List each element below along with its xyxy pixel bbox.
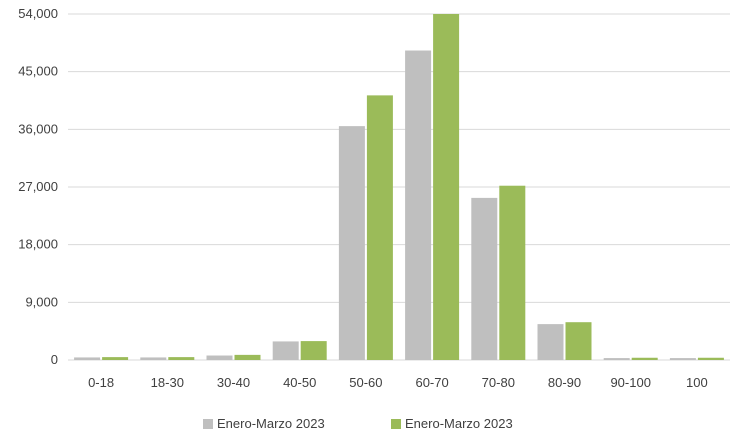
x-tick-label: 50-60 (349, 375, 382, 390)
x-tick-label: 0-18 (88, 375, 114, 390)
legend: Enero-Marzo 2023 Enero-Marzo 2023 (203, 416, 513, 431)
x-tick-label: 30-40 (217, 375, 250, 390)
bar-2-50-60 (366, 95, 393, 360)
bar-1-70-80 (471, 197, 498, 360)
bar-2-90-100 (631, 357, 658, 360)
y-tick-label: 0 (51, 352, 58, 367)
bar-2-100 (697, 357, 724, 360)
gridlines (68, 13, 730, 361)
legend-swatch-2 (391, 419, 401, 429)
x-tick-label: 100 (686, 375, 708, 390)
bars (74, 14, 724, 361)
y-axis-ticks: 0 9,000 18,000 27,000 36,000 45,000 54,000 (18, 6, 58, 367)
y-tick-label: 45,000 (18, 64, 58, 79)
bar-2-70-80 (499, 185, 526, 360)
x-tick-label: 18-30 (151, 375, 184, 390)
bar-2-18-30 (168, 357, 195, 360)
legend-label-1: Enero-Marzo 2023 (217, 416, 325, 431)
y-tick-label: 27,000 (18, 179, 58, 194)
bar-1-0-18 (74, 357, 101, 360)
legend-swatch-1 (203, 419, 213, 429)
x-tick-label: 90-100 (610, 375, 650, 390)
bar-1-50-60 (338, 126, 365, 360)
bar-2-60-70 (433, 14, 460, 360)
bar-2-0-18 (102, 357, 129, 360)
bar-2-80-90 (565, 322, 592, 360)
x-tick-label: 70-80 (482, 375, 515, 390)
y-tick-label: 9,000 (25, 294, 58, 309)
bar-1-30-40 (206, 355, 233, 360)
bar-1-40-50 (272, 341, 299, 360)
bar-1-100 (669, 358, 696, 360)
bar-1-80-90 (537, 324, 564, 360)
legend-label-2: Enero-Marzo 2023 (405, 416, 513, 431)
bar-1-18-30 (140, 357, 167, 360)
bar-1-60-70 (405, 50, 432, 361)
y-tick-label: 36,000 (18, 121, 58, 136)
x-axis-ticks: 0-18 18-30 30-40 40-50 50-60 60-70 70-80 80-90 9… (88, 375, 708, 390)
x-tick-label: 40-50 (283, 375, 316, 390)
bar-2-40-50 (300, 341, 327, 360)
x-tick-label: 80-90 (548, 375, 581, 390)
bar-1-90-100 (603, 358, 630, 360)
x-tick-label: 60-70 (415, 375, 448, 390)
y-tick-label: 18,000 (18, 237, 58, 252)
y-tick-label: 54,000 (18, 6, 58, 21)
bar-2-30-40 (234, 354, 261, 360)
